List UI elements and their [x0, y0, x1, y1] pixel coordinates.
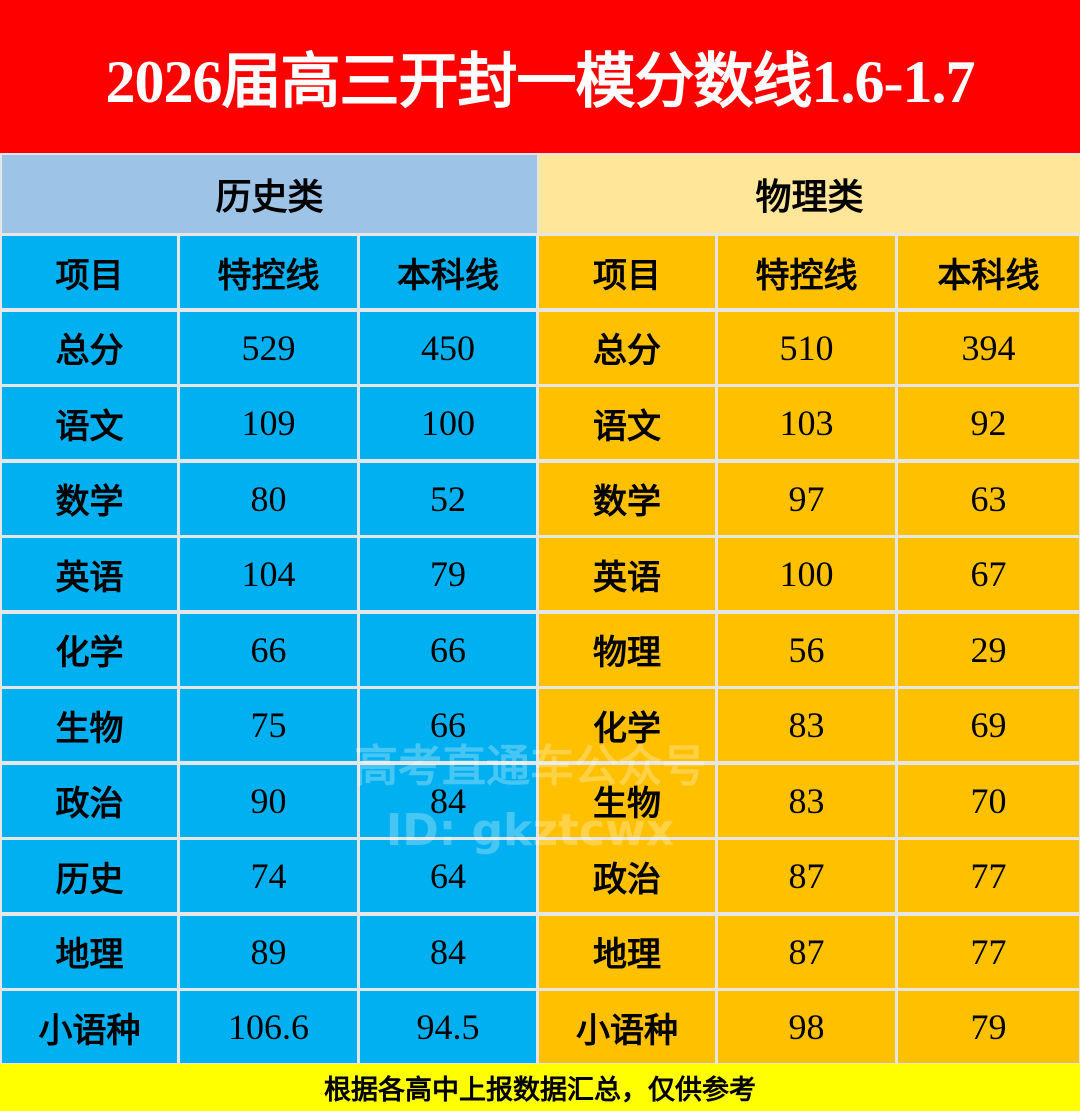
table-row: 生物 75 66 化学 83 69 [0, 689, 1080, 761]
table-row: 数学 80 52 数学 97 63 [0, 462, 1080, 535]
score-cell: 74 [180, 840, 357, 912]
subject-cell: 总分 [539, 311, 715, 384]
subject-cell: 小语种 [2, 991, 177, 1063]
footer-note: 根据各高中上报数据汇总，仅供参考 [0, 1064, 1080, 1111]
score-cell: 109 [180, 387, 357, 459]
score-cell: 84 [360, 764, 536, 837]
subject-cell: 化学 [2, 613, 177, 686]
score-cell: 69 [898, 689, 1079, 761]
score-cell: 90 [180, 764, 357, 837]
subject-cell: 语文 [539, 387, 715, 459]
score-cell: 79 [898, 991, 1079, 1063]
header-cell: 本科线 [360, 236, 536, 308]
subject-cell: 生物 [539, 764, 715, 837]
subject-cell: 英语 [2, 538, 177, 610]
subject-cell: 历史 [2, 840, 177, 912]
score-cell: 77 [898, 915, 1079, 988]
score-cell: 77 [898, 840, 1079, 912]
header-cell: 特控线 [180, 236, 357, 308]
subject-cell: 小语种 [539, 991, 715, 1063]
score-cell: 80 [180, 462, 357, 535]
score-cell: 104 [180, 538, 357, 610]
score-cell: 66 [180, 613, 357, 686]
subject-cell: 化学 [539, 689, 715, 761]
score-cell: 79 [360, 538, 536, 610]
table-row: 地理 89 84 地理 87 77 [0, 915, 1080, 988]
subject-cell: 物理 [539, 613, 715, 686]
score-cell: 56 [718, 613, 895, 686]
header-cell: 本科线 [898, 236, 1079, 308]
header-cell: 项目 [2, 236, 177, 308]
score-cell: 94.5 [360, 991, 536, 1063]
table-row: 历史 74 64 政治 87 77 [0, 840, 1080, 912]
score-cell: 84 [360, 915, 536, 988]
subject-cell: 政治 [2, 764, 177, 837]
subject-cell: 地理 [2, 915, 177, 988]
table-row: 化学 66 66 物理 56 29 [0, 613, 1080, 686]
score-cell: 92 [898, 387, 1079, 459]
table-row: 小语种 106.6 94.5 小语种 98 79 [0, 991, 1080, 1063]
subject-cell: 生物 [2, 689, 177, 761]
score-cell: 450 [360, 311, 536, 384]
score-cell: 63 [898, 462, 1079, 535]
score-cell: 100 [360, 387, 536, 459]
score-cell: 52 [360, 462, 536, 535]
score-cell: 83 [718, 764, 895, 837]
subject-cell: 总分 [2, 311, 177, 384]
header-row: 项目 特控线 本科线 项目 特控线 本科线 [0, 236, 1080, 308]
score-cell: 83 [718, 689, 895, 761]
score-cell: 70 [898, 764, 1079, 837]
page-title: 2026届高三开封一模分数线1.6-1.7 [105, 49, 976, 115]
score-cell: 64 [360, 840, 536, 912]
score-table: 项目 特控线 本科线 项目 特控线 本科线 总分 529 450 总分 510 394 语文… [0, 236, 1080, 1067]
table-row: 总分 529 450 总分 510 394 [0, 311, 1080, 384]
header-cell: 特控线 [718, 236, 895, 308]
score-cell: 97 [718, 462, 895, 535]
score-cell: 87 [718, 915, 895, 988]
subject-cell: 数学 [539, 462, 715, 535]
score-cell: 103 [718, 387, 895, 459]
score-cell: 87 [718, 840, 895, 912]
subject-cell: 语文 [2, 387, 177, 459]
score-cell: 29 [898, 613, 1079, 686]
history-category-header: 历史类 [2, 155, 537, 233]
score-cell: 75 [180, 689, 357, 761]
subject-cell: 英语 [539, 538, 715, 610]
header-cell: 项目 [539, 236, 715, 308]
page-title-banner: 2026届高三开封一模分数线1.6-1.7 [0, 0, 1080, 153]
score-cell: 98 [718, 991, 895, 1063]
score-cell: 529 [180, 311, 357, 384]
score-cell: 66 [360, 689, 536, 761]
score-cell: 106.6 [180, 991, 357, 1063]
table-row: 语文 109 100 语文 103 92 [0, 387, 1080, 459]
subject-cell: 政治 [539, 840, 715, 912]
score-cell: 89 [180, 915, 357, 988]
score-cell: 100 [718, 538, 895, 610]
physics-category-header: 物理类 [539, 155, 1080, 233]
score-cell: 67 [898, 538, 1079, 610]
score-cell: 394 [898, 311, 1079, 384]
score-cell: 66 [360, 613, 536, 686]
subject-cell: 数学 [2, 462, 177, 535]
score-cell: 510 [718, 311, 895, 384]
subject-cell: 地理 [539, 915, 715, 988]
table-row: 英语 104 79 英语 100 67 [0, 538, 1080, 610]
table-row: 政治 90 84 生物 83 70 [0, 764, 1080, 837]
